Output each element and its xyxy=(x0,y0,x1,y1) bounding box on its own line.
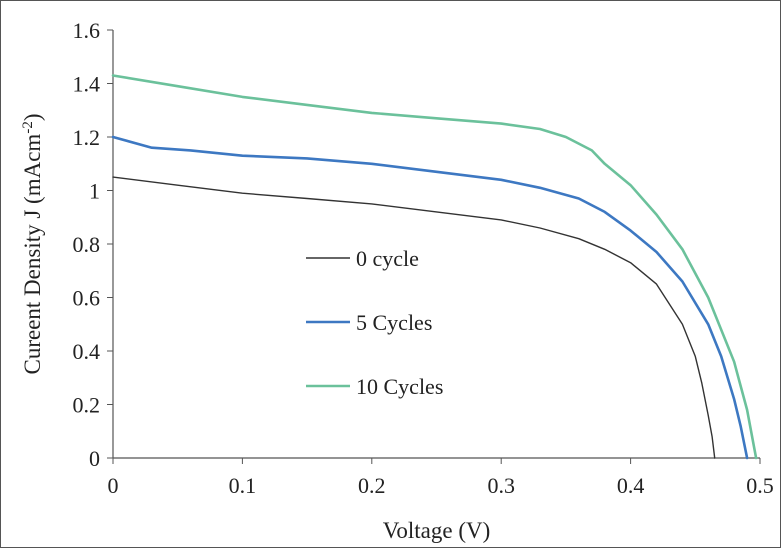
x-tick-label: 0.2 xyxy=(358,473,386,498)
x-tick-label: 0.5 xyxy=(746,473,774,498)
x-tick-label: 0.4 xyxy=(617,473,645,498)
legend-label-0: 0 cycle xyxy=(356,246,419,271)
y-tick-label: 1 xyxy=(89,179,100,204)
y-tick-label: 1.4 xyxy=(73,72,101,97)
legend-label-2: 10 Cycles xyxy=(356,374,443,399)
y-tick-label: 1.2 xyxy=(73,125,101,150)
y-axis-title-main: Cureent Density J (mAcm xyxy=(20,134,45,375)
x-tick-label: 0.3 xyxy=(487,473,515,498)
x-tick-label: 0.1 xyxy=(229,473,257,498)
legend: 0 cycle 5 Cycles 10 Cycles xyxy=(306,246,443,399)
y-tick-label: 0 xyxy=(89,446,100,471)
y-tick-label: 0.8 xyxy=(73,232,101,257)
series-line-0 xyxy=(112,176,716,459)
x-tick-label: 0 xyxy=(108,473,119,498)
legend-label-1: 5 Cycles xyxy=(356,310,432,335)
y-tick-label: 1.6 xyxy=(73,18,101,43)
x-axis-title: Voltage (V) xyxy=(383,518,491,543)
y-tick-label: 0.6 xyxy=(73,286,101,311)
y-axis-title-superscript: -2 xyxy=(20,121,36,134)
series-layer xyxy=(111,74,758,460)
y-tick-label: 0.4 xyxy=(73,339,101,364)
axes-layer: 0 0.2 0.4 0.6 0.8 1 1.2 1.4 1.6 0 0.1 0.2 0.3 0.4 0.5 xyxy=(73,18,774,498)
y-axis-title-end: ) xyxy=(20,114,45,122)
axis-titles: Voltage (V) Cureent Density J (mAcm-2) xyxy=(20,114,490,544)
series-line-1 xyxy=(111,135,749,460)
y-tick-label: 0.2 xyxy=(73,393,101,418)
series-line-2 xyxy=(111,74,758,460)
y-axis-title: Cureent Density J (mAcm-2) xyxy=(20,114,45,375)
